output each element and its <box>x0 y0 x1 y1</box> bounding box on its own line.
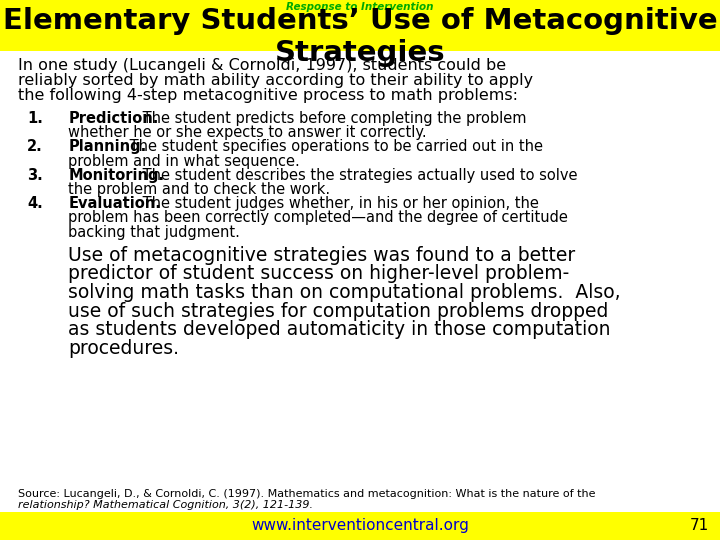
Text: Prediction.: Prediction. <box>68 111 159 126</box>
Text: solving math tasks than on computational problems.  Also,: solving math tasks than on computational… <box>68 283 621 302</box>
Text: The student judges whether, in his or her opinion, the: The student judges whether, in his or he… <box>138 196 539 211</box>
Text: as students developed automaticity in those computation: as students developed automaticity in th… <box>68 320 611 339</box>
Text: Strategies: Strategies <box>275 39 445 68</box>
Text: Evaluation.: Evaluation. <box>68 196 161 211</box>
Text: problem has been correctly completed—and the degree of certitude: problem has been correctly completed—and… <box>68 211 568 225</box>
Bar <box>0 512 720 540</box>
Text: Response to Intervention: Response to Intervention <box>287 2 433 12</box>
Text: 2.: 2. <box>27 139 43 154</box>
Text: Elementary Students’ Use of Metacognitive: Elementary Students’ Use of Metacognitiv… <box>3 7 717 35</box>
Text: predictor of student success on higher-level problem-: predictor of student success on higher-l… <box>68 265 570 284</box>
Text: 71: 71 <box>690 518 709 534</box>
Text: the problem and to check the work.: the problem and to check the work. <box>68 182 330 197</box>
Text: reliably sorted by math ability according to their ability to apply: reliably sorted by math ability accordin… <box>18 73 533 88</box>
Text: Planning.: Planning. <box>68 139 147 154</box>
Bar <box>0 0 720 51</box>
Text: The student describes the strategies actually used to solve: The student describes the strategies act… <box>138 168 577 183</box>
Text: use of such strategies for computation problems dropped: use of such strategies for computation p… <box>68 302 609 321</box>
Text: backing that judgment.: backing that judgment. <box>68 225 240 240</box>
Text: Source: Lucangeli, D., & Cornoldi, C. (1997). Mathematics and metacognition: Wha: Source: Lucangeli, D., & Cornoldi, C. (1… <box>18 489 595 500</box>
Text: 1.: 1. <box>27 111 43 126</box>
Text: In one study (Lucangeli & Cornoldi, 1997), students could be: In one study (Lucangeli & Cornoldi, 1997… <box>18 58 506 73</box>
Text: procedures.: procedures. <box>68 339 179 358</box>
Text: Monitoring.: Monitoring. <box>68 168 165 183</box>
Text: relationship? Mathematical Cognition, 3(2), 121-139.: relationship? Mathematical Cognition, 3(… <box>18 500 313 510</box>
Text: www.interventioncentral.org: www.interventioncentral.org <box>251 518 469 534</box>
Text: the following 4-step metacognitive process to math problems:: the following 4-step metacognitive proce… <box>18 88 518 103</box>
Text: The student specifies operations to be carried out in the: The student specifies operations to be c… <box>125 139 543 154</box>
Text: 3.: 3. <box>27 168 43 183</box>
Text: Use of metacognitive strategies was found to a better: Use of metacognitive strategies was foun… <box>68 246 576 265</box>
Text: The student predicts before completing the problem: The student predicts before completing t… <box>138 111 526 126</box>
Text: problem and in what sequence.: problem and in what sequence. <box>68 154 300 168</box>
Text: 4.: 4. <box>27 196 43 211</box>
Text: whether he or she expects to answer it correctly.: whether he or she expects to answer it c… <box>68 125 427 140</box>
